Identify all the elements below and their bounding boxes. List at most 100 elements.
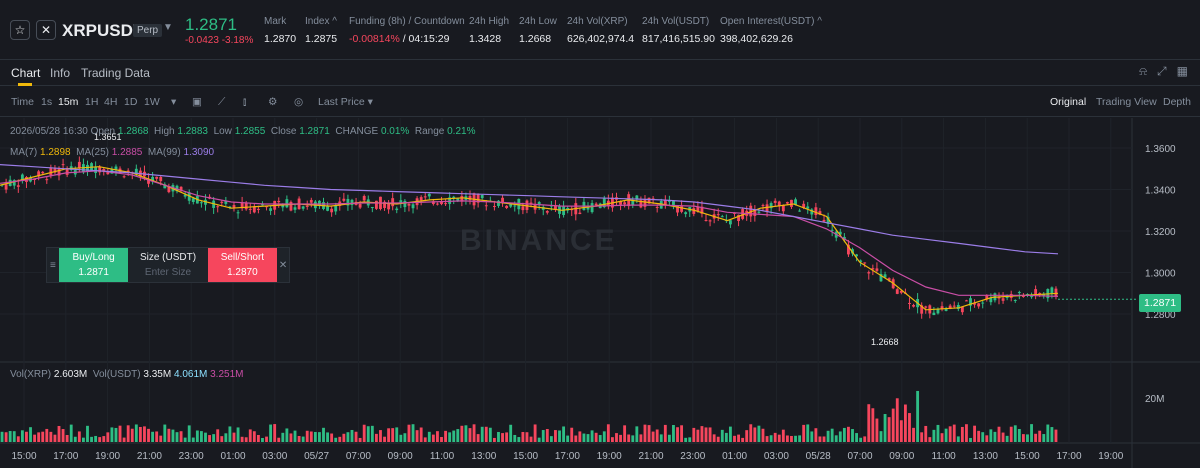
candle-body xyxy=(810,209,814,215)
candle-body xyxy=(480,194,484,199)
volume-bar xyxy=(191,437,195,442)
symbol-name[interactable]: XRPUSDT xyxy=(62,21,144,40)
interval-1d[interactable]: 1D xyxy=(124,96,138,108)
volume-bar xyxy=(232,432,236,442)
volume-bar xyxy=(871,408,875,442)
volume-bar xyxy=(712,434,716,442)
volume-bar xyxy=(647,425,651,442)
favorite-star-icon[interactable]: ☆ xyxy=(10,20,30,40)
volume-bar xyxy=(16,436,20,442)
volume-bar xyxy=(1017,428,1021,442)
volume-bar xyxy=(513,434,517,442)
candle-body xyxy=(883,274,887,278)
volume-bar xyxy=(952,424,956,442)
tab-chart[interactable]: Chart xyxy=(11,66,41,80)
candle-body xyxy=(370,207,374,209)
volume-bar xyxy=(716,436,720,442)
calendar-icon[interactable]: ▣ xyxy=(192,96,202,108)
volume-bar xyxy=(794,435,797,442)
expand-icon[interactable]: ⤢ xyxy=(1157,64,1167,78)
drag-handle-icon[interactable]: ≡ xyxy=(50,259,56,271)
volume-bar xyxy=(578,431,582,442)
price-axis-tick: 1.3000 xyxy=(1145,269,1176,280)
candle-body xyxy=(932,312,936,316)
settings-icon[interactable]: ⚙ xyxy=(268,96,278,108)
volume-bar xyxy=(574,435,578,442)
candle-body xyxy=(684,212,688,215)
volume-bar xyxy=(318,432,321,442)
volume-bar xyxy=(741,437,745,442)
symbol-dropdown-icon[interactable]: ▼ xyxy=(163,22,173,33)
candle-body xyxy=(578,212,582,215)
volume-bar xyxy=(704,427,708,442)
volume-bar xyxy=(313,431,317,442)
stat-open-interest[interactable]: Open Interest(USDT) ^ 398,402,629.26 xyxy=(720,16,822,45)
interval-1s[interactable]: 1s xyxy=(41,96,53,108)
compare-icon[interactable]: ◎ xyxy=(294,96,304,108)
candle-body xyxy=(521,206,525,211)
interval-more-icon[interactable]: ▾ xyxy=(171,96,177,108)
price-type-select[interactable]: Last Price ▾ xyxy=(318,96,373,108)
candle-body xyxy=(330,208,334,213)
volume-bar xyxy=(354,431,358,442)
stat-24h-low: 24h Low 1.2668 xyxy=(519,16,557,45)
volume-bar xyxy=(667,434,671,442)
volume-bar xyxy=(407,424,411,442)
candle-body xyxy=(431,201,435,205)
indicator-icon[interactable]: ⟋ xyxy=(218,96,226,108)
interval-15m[interactable]: 15m xyxy=(58,96,79,108)
volume-bar xyxy=(859,437,863,442)
volume-bar xyxy=(582,433,586,442)
candle-body xyxy=(1038,293,1042,295)
volume-axis-tick: 20M xyxy=(1145,394,1165,405)
candle-body xyxy=(777,201,781,206)
layout-icon[interactable]: ▦ xyxy=(1176,64,1188,78)
candle-type-icon[interactable]: ⫾ xyxy=(243,96,247,108)
stat-index[interactable]: Index ^ 1.2875 xyxy=(305,16,338,45)
volume-bar xyxy=(545,429,549,442)
candle-body xyxy=(350,199,354,205)
view-trading-view[interactable]: Trading View xyxy=(1096,96,1157,108)
size-input[interactable]: Size (USDT) Enter Size xyxy=(139,252,197,278)
interval-1w[interactable]: 1W xyxy=(144,96,160,108)
close-icon[interactable]: ✕ xyxy=(278,259,288,271)
candle-body xyxy=(155,176,159,179)
volume-bar xyxy=(143,426,146,442)
volume-bar xyxy=(256,434,260,442)
view-original[interactable]: Original xyxy=(1050,96,1087,108)
volume-bar xyxy=(387,428,391,442)
candle-body xyxy=(440,201,443,205)
volume-bar xyxy=(594,432,598,442)
buy-long-button[interactable]: Buy/Long 1.2871 xyxy=(58,248,129,282)
candle-body xyxy=(358,203,362,208)
candle-body xyxy=(977,303,981,307)
candle-body xyxy=(875,268,879,271)
tab-info[interactable]: Info xyxy=(50,66,71,80)
time-axis-tick: 17:00 xyxy=(555,451,580,462)
candle-body xyxy=(912,305,915,307)
sell-short-button[interactable]: Sell/Short 1.2870 xyxy=(207,248,278,282)
interval-1h[interactable]: 1H xyxy=(85,96,99,108)
view-depth[interactable]: Depth xyxy=(1163,96,1192,108)
interval-4h[interactable]: 4H xyxy=(104,96,118,108)
volume-bar xyxy=(1005,435,1009,442)
chart-canvas[interactable]: 1.3600 1.3400 1.3200 1.3000 1.2800 15:00 17:00… xyxy=(0,118,1200,468)
volume-bar xyxy=(326,432,329,442)
alert-icon[interactable]: ⍾ xyxy=(1139,64,1148,78)
price-chart[interactable]: 1.3600 1.3400 1.3200 1.3000 1.2800 15:00 17:00… xyxy=(0,118,1200,468)
volume-bar xyxy=(692,427,696,442)
max-price-annotation: 1.3651 xyxy=(94,132,122,142)
volume-bar xyxy=(602,431,606,442)
candle-body xyxy=(680,206,684,212)
volume-bar xyxy=(610,437,614,442)
volume-bar xyxy=(879,431,883,442)
candle-body xyxy=(309,199,313,203)
candle-body xyxy=(45,179,49,181)
volume-bar xyxy=(566,435,570,442)
volume-bar xyxy=(248,429,252,442)
interval-time[interactable]: Time xyxy=(11,96,34,108)
volume-bar xyxy=(912,427,915,442)
volume-bar xyxy=(147,428,150,442)
candle-body xyxy=(37,171,41,177)
tab-trading-data[interactable]: Trading Data xyxy=(81,66,150,80)
